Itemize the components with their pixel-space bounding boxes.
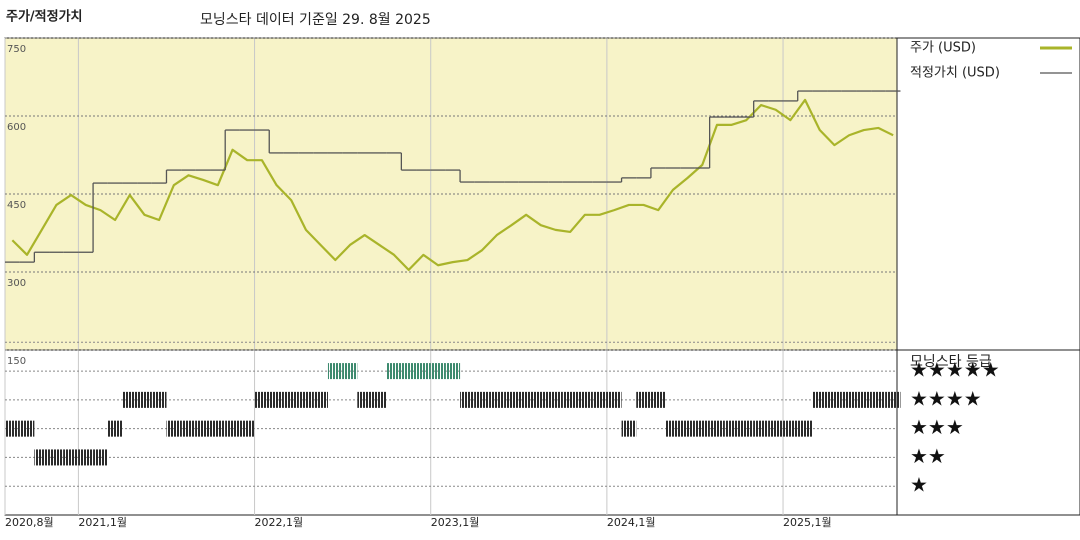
rating-bar xyxy=(871,391,886,408)
rating-bar xyxy=(460,391,475,408)
rating-bar xyxy=(724,420,739,437)
rating-bar xyxy=(504,391,519,408)
y-tick-label: 150 xyxy=(7,356,26,367)
rating-bar xyxy=(210,420,226,437)
rating-bar xyxy=(34,449,50,466)
x-tick-label: 2021,1월 xyxy=(78,516,127,529)
x-tick-label: 2023,1월 xyxy=(431,516,480,529)
rating-bar xyxy=(181,420,196,437)
rating-bar xyxy=(783,420,798,437)
rating-bar xyxy=(283,391,299,408)
rating-bar xyxy=(709,420,725,437)
rating-bar xyxy=(386,363,402,380)
rating-bar xyxy=(606,391,622,408)
rating-bar xyxy=(357,391,372,408)
rating-bar xyxy=(372,391,387,408)
rating-bar xyxy=(327,363,343,380)
x-tick-label: 2020,8월 xyxy=(5,516,54,529)
rating-bar xyxy=(445,363,461,380)
rating-bar xyxy=(137,391,152,408)
rating-bar xyxy=(533,391,549,408)
rating-bar xyxy=(812,391,828,408)
rating-bar xyxy=(93,449,108,466)
y-tick-label: 600 xyxy=(7,122,26,133)
rating-bar xyxy=(753,420,769,437)
rating-bar xyxy=(269,391,284,408)
rating-bar xyxy=(151,391,167,408)
rating-title: 모닝스타 등급 xyxy=(910,354,992,370)
rating-bar xyxy=(636,391,651,408)
rating-bar xyxy=(827,391,842,408)
rating-bar xyxy=(342,363,358,380)
rating-bar xyxy=(166,420,182,437)
rating-label: ★★ xyxy=(910,444,946,468)
y-tick-label: 300 xyxy=(7,278,26,289)
rating-bar xyxy=(841,391,857,408)
rating-bar xyxy=(518,391,534,408)
rating-bar xyxy=(430,363,446,380)
rating-label: ★★★★ xyxy=(910,386,982,410)
rating-bar xyxy=(650,391,666,408)
rating-label: ★ xyxy=(910,473,928,497)
rating-bar xyxy=(489,391,505,408)
rating-bar xyxy=(195,420,211,437)
rating-bar xyxy=(577,391,593,408)
rating-label: ★★★★★ xyxy=(910,358,1000,382)
chart-subtitle: 모닝스타 데이터 기준일 29. 8월 2025 xyxy=(200,12,431,28)
legend-label: 적정가치 (USD) xyxy=(910,66,1000,81)
rating-bar xyxy=(49,449,64,466)
rating-bar xyxy=(239,420,255,437)
rating-bar xyxy=(298,391,314,408)
rating-label: ★★★ xyxy=(910,415,964,439)
rating-bar xyxy=(107,420,123,437)
rating-bar xyxy=(665,420,681,437)
rating-bar xyxy=(122,391,138,408)
rating-bar xyxy=(474,391,490,408)
rating-bar xyxy=(768,420,784,437)
rating-bar xyxy=(401,363,417,380)
rating-bar xyxy=(739,420,754,437)
y-tick-label: 450 xyxy=(7,200,26,211)
rating-bar xyxy=(313,391,328,408)
legend-label: 주가 (USD) xyxy=(910,41,976,56)
rating-bar xyxy=(797,420,813,437)
rating-bar xyxy=(680,420,695,437)
rating-bar xyxy=(63,449,79,466)
rating-bar xyxy=(5,420,20,437)
rating-bar xyxy=(694,420,710,437)
rating-bar xyxy=(548,391,563,408)
rating-bar xyxy=(621,420,637,437)
rating-bar xyxy=(254,391,270,408)
rating-bar xyxy=(856,391,872,408)
rating-bar xyxy=(885,391,901,408)
x-tick-label: 2025,1월 xyxy=(783,516,832,529)
rating-bar xyxy=(416,363,431,380)
x-tick-label: 2022,1월 xyxy=(255,516,304,529)
rating-bar xyxy=(225,420,240,437)
rating-bar xyxy=(19,420,35,437)
rating-bar xyxy=(562,391,578,408)
x-tick-label: 2024,1월 xyxy=(607,516,656,529)
rating-bar xyxy=(78,449,94,466)
price-line xyxy=(11,98,894,272)
rating-bar xyxy=(592,391,607,408)
y-tick-label: 750 xyxy=(7,44,26,55)
chart-title: 주가/적정가치 xyxy=(6,9,83,25)
